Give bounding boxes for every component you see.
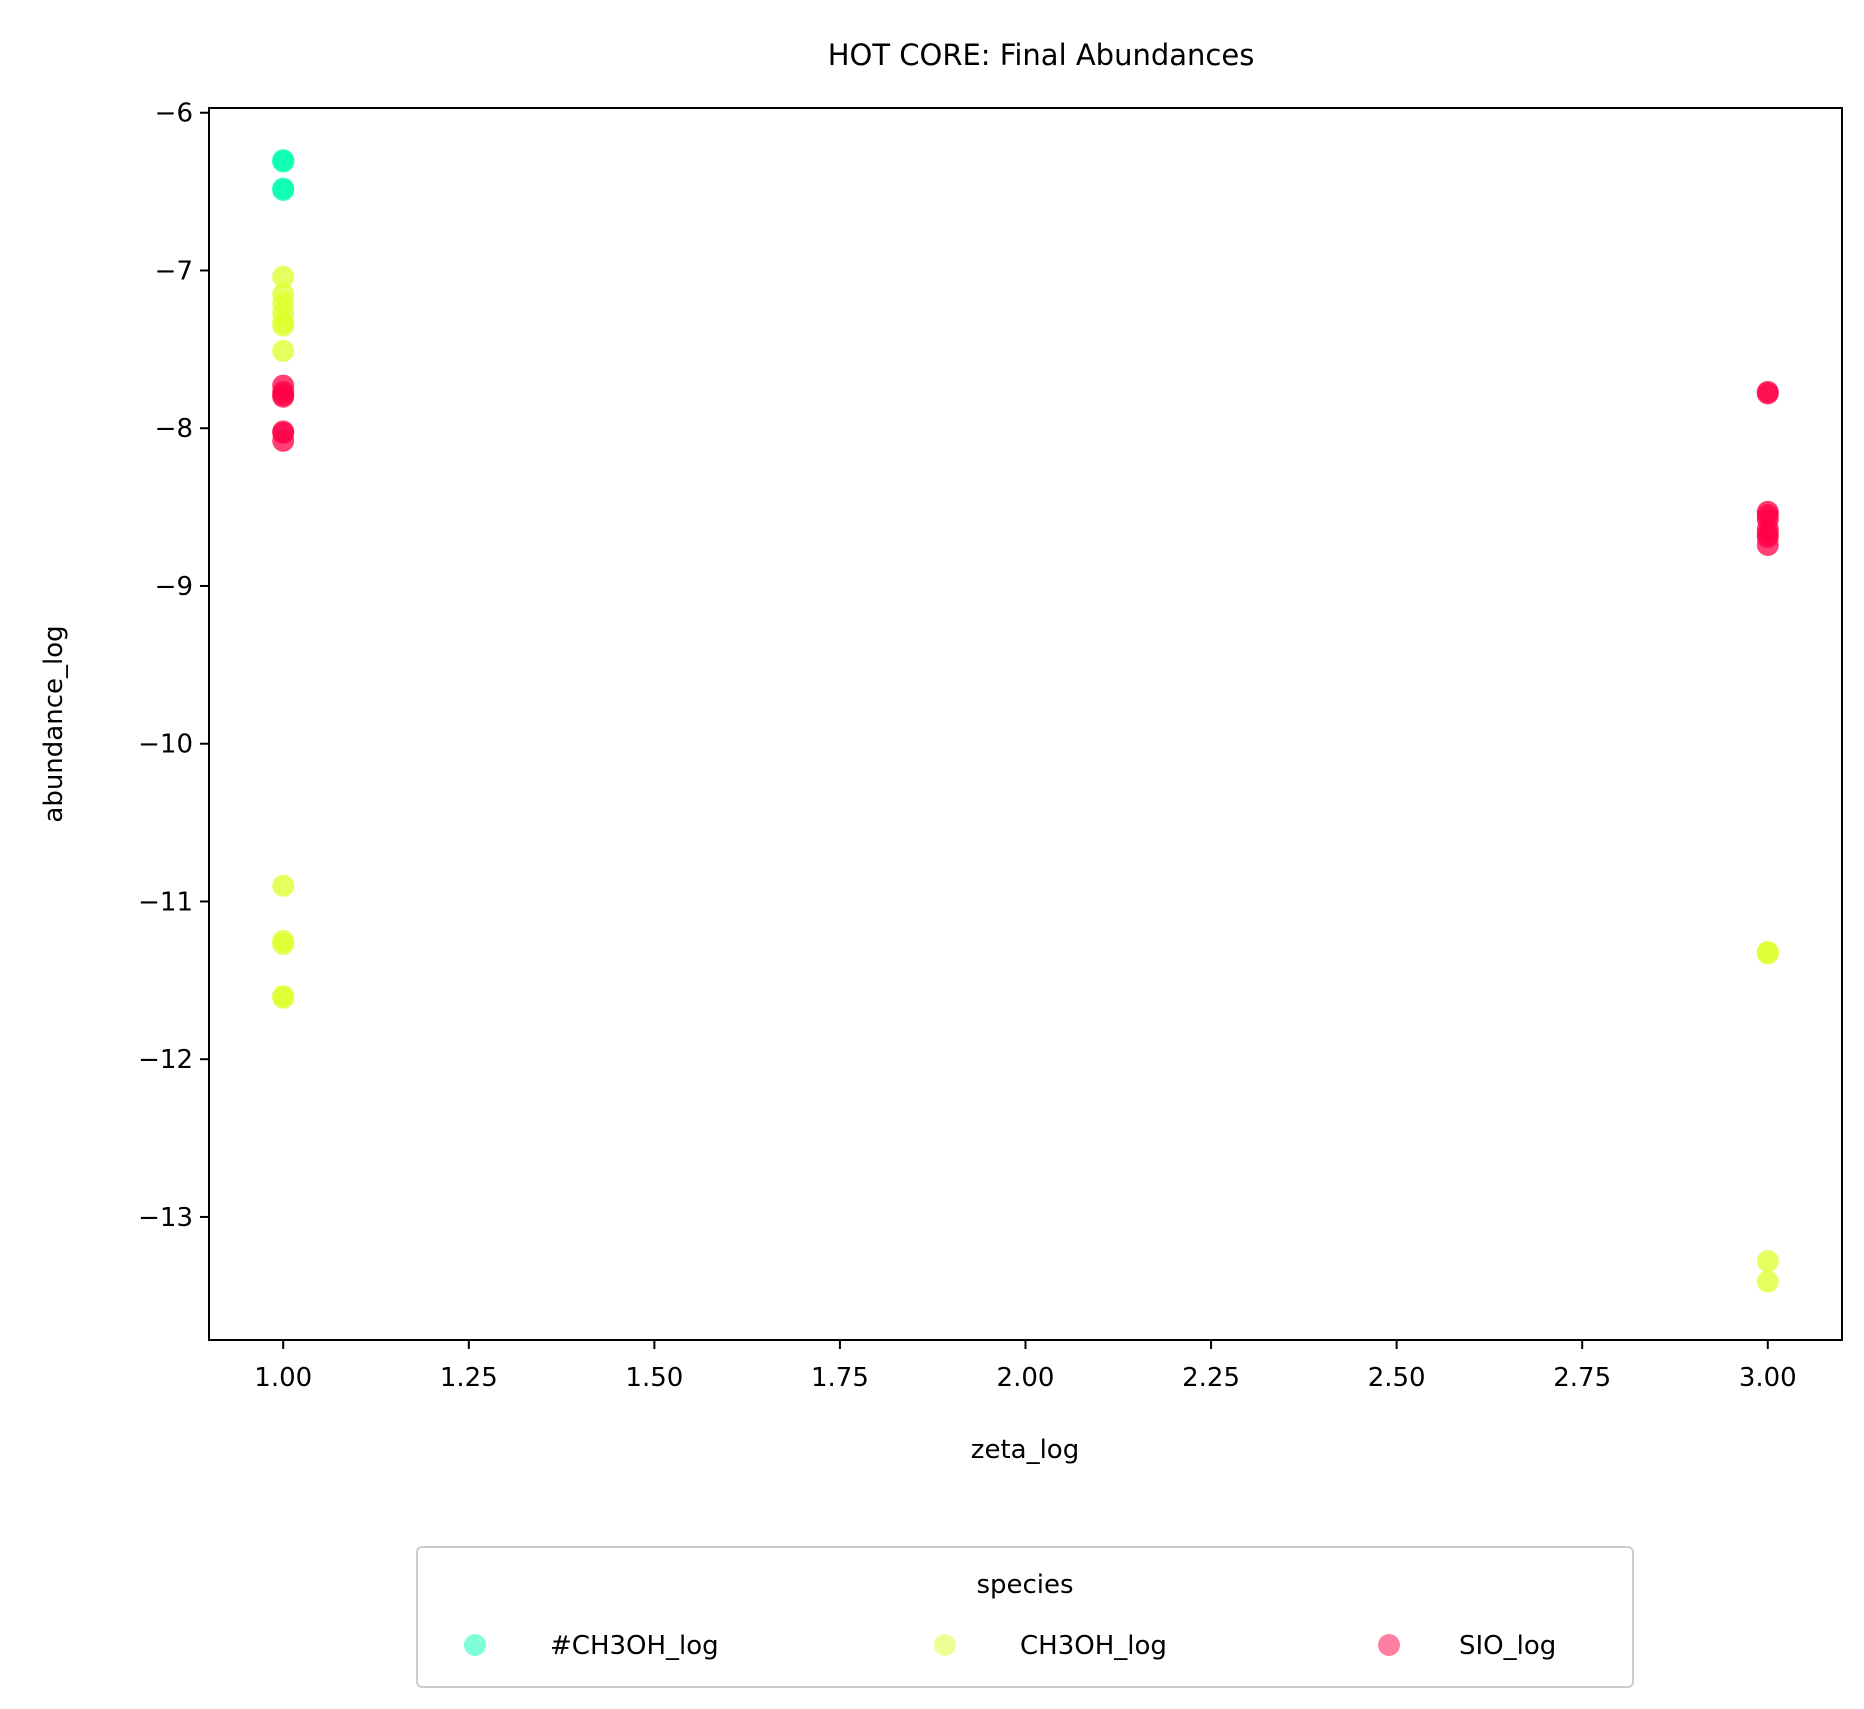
y-axis-label: abundance_log bbox=[39, 625, 69, 822]
point-ch3ohlog-5 bbox=[272, 314, 295, 337]
x-tick-label: 1.50 bbox=[625, 1363, 683, 1393]
x-tick-label: 1.25 bbox=[440, 1363, 498, 1393]
point-ch3ohlog-3 bbox=[272, 179, 295, 201]
legend-marker bbox=[464, 1634, 486, 1656]
y-tick-label: −10 bbox=[138, 730, 193, 760]
x-tick-label: 2.25 bbox=[1182, 1363, 1240, 1393]
data-points bbox=[272, 149, 1779, 1293]
y-tick-label: −7 bbox=[155, 256, 193, 286]
y-tick-label: −12 bbox=[138, 1045, 193, 1075]
point-siolog-8 bbox=[1756, 382, 1779, 405]
point-ch3ohlog-0 bbox=[272, 265, 295, 288]
point-ch3ohlog-15 bbox=[1756, 1270, 1779, 1293]
y-tick-label: −13 bbox=[138, 1203, 193, 1233]
point-ch3ohlog-14 bbox=[1756, 1250, 1779, 1273]
x-axis-ticks: 1.00 1.25 1.50 1.75 2.00 2.25 2.50 2.75 3.00 bbox=[254, 1340, 1797, 1393]
legend: species #CH3OH_log CH3OH_log SIO_log bbox=[416, 1546, 1634, 1688]
chart-title: HOT CORE: Final Abundances bbox=[828, 38, 1255, 72]
point-siolog-6 bbox=[272, 429, 295, 452]
x-axis-label: zeta_log bbox=[971, 1435, 1079, 1465]
x-tick-label: 2.50 bbox=[1368, 1363, 1426, 1393]
legend-marker bbox=[1378, 1634, 1400, 1656]
legend-title: species bbox=[976, 1570, 1073, 1600]
point-ch3ohlog-6 bbox=[272, 339, 295, 362]
y-tick-label: −11 bbox=[138, 887, 193, 917]
y-tick-label: −8 bbox=[155, 414, 193, 444]
legend-label: SIO_log bbox=[1459, 1631, 1556, 1661]
y-tick-label: −9 bbox=[155, 572, 193, 602]
x-tick-label: 3.00 bbox=[1739, 1363, 1797, 1393]
y-axis-ticks: −6 −7 −8 −9 −10 −11 −12 −13 bbox=[138, 99, 209, 1233]
x-tick-label: 2.75 bbox=[1553, 1363, 1611, 1393]
point-ch3ohlog-9 bbox=[272, 933, 295, 956]
point-siolog-3 bbox=[272, 385, 295, 408]
x-tick-label: 2.00 bbox=[997, 1363, 1055, 1393]
x-tick-label: 1.00 bbox=[254, 1363, 312, 1393]
point-ch3ohlog-1 bbox=[272, 150, 295, 173]
plot-area bbox=[208, 107, 1843, 1341]
y-tick-label: −6 bbox=[155, 99, 193, 129]
legend-box bbox=[416, 1546, 1634, 1688]
x-tick-label: 1.75 bbox=[811, 1363, 869, 1393]
legend-label: CH3OH_log bbox=[1020, 1631, 1167, 1661]
point-ch3ohlog-7 bbox=[272, 874, 295, 897]
point-siolog-15 bbox=[1756, 534, 1779, 556]
legend-label: #CH3OH_log bbox=[550, 1631, 719, 1661]
point-ch3ohlog-11 bbox=[272, 986, 295, 1009]
legend-marker bbox=[934, 1634, 956, 1656]
point-ch3ohlog-13 bbox=[1756, 942, 1779, 965]
